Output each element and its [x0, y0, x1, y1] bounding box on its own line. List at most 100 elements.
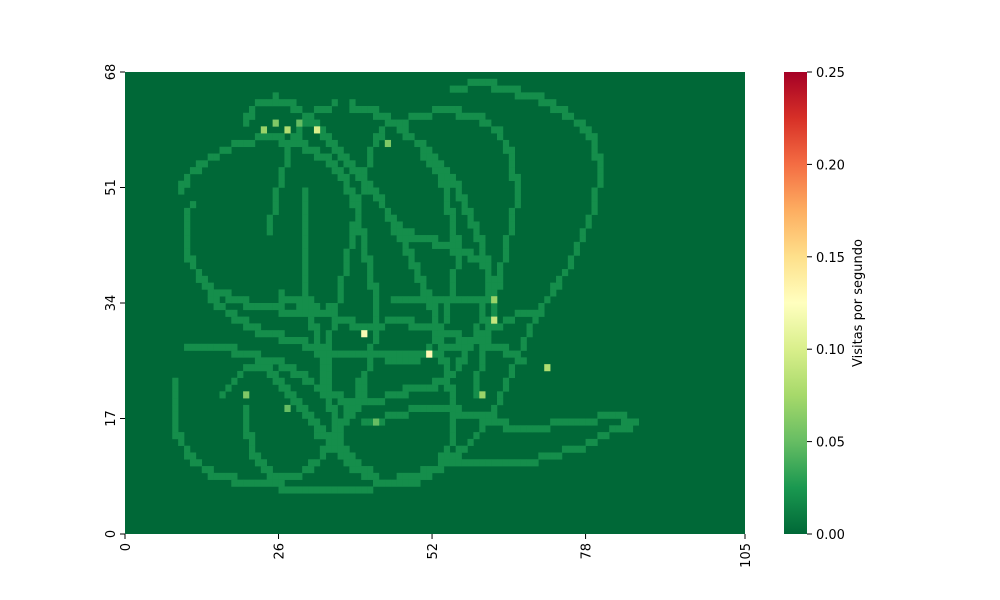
- heatmap-cell: [302, 411, 309, 419]
- heatmap-cell: [378, 112, 386, 120]
- heatmap-cell: [520, 92, 527, 100]
- heatmap-cell: [449, 370, 456, 379]
- heatmap-cell: [243, 404, 250, 413]
- heatmap-cell: [508, 316, 516, 324]
- heatmap-cell: [437, 296, 445, 304]
- heatmap-cell: [325, 160, 332, 168]
- heatmap-cell: [213, 289, 220, 297]
- heatmap-cell: [266, 472, 273, 480]
- heatmap-cell: [195, 160, 203, 168]
- heatmap-cell: [396, 126, 403, 134]
- heatmap-cell: [443, 343, 451, 351]
- heatmap-cell: [308, 309, 315, 317]
- heatmap-cell: [550, 282, 557, 290]
- heatmap-cell: [461, 459, 468, 467]
- heatmap-cell: [479, 425, 486, 433]
- heatmap-cell: [420, 404, 427, 413]
- heatmap-cell: [296, 309, 303, 317]
- heatmap-cell: [508, 370, 516, 379]
- heatmap-cell: [313, 153, 321, 161]
- heatmap-cell: [538, 303, 545, 311]
- y-tick-label: 51: [104, 179, 119, 196]
- heatmap-cell: [343, 452, 350, 460]
- heatmap-cell: [432, 303, 439, 311]
- heatmap-cell: [461, 112, 468, 120]
- heatmap-cell: [367, 343, 374, 351]
- heatmap-cell: [467, 112, 474, 120]
- heatmap-cell: [313, 309, 321, 317]
- heatmap-cell: [278, 377, 285, 385]
- heatmap-cell: [349, 398, 356, 406]
- heatmap-cell: [313, 350, 321, 358]
- heatmap-cell: [426, 323, 433, 331]
- heatmap-cell: [373, 330, 380, 338]
- heatmap-cell: [597, 432, 604, 440]
- heatmap-cell: [367, 262, 374, 270]
- heatmap-cell: [349, 486, 356, 494]
- heatmap-cell: [402, 133, 409, 141]
- heatmap-cell: [302, 275, 309, 283]
- heatmap-cell: [402, 241, 409, 249]
- heatmap-cell: [184, 235, 191, 243]
- heatmap-cell: [219, 146, 226, 154]
- heatmap-cell: [508, 364, 516, 372]
- heatmap-cell: [526, 330, 533, 338]
- heatmap-cell: [573, 418, 580, 426]
- heatmap-cell: [349, 167, 356, 175]
- heatmap-cell: [461, 296, 468, 304]
- heatmap-cell: [420, 466, 427, 474]
- heatmap-cell: [178, 438, 185, 446]
- heatmap-cell: [479, 350, 486, 358]
- heatmap-cell: [408, 112, 415, 120]
- heatmap-hotspot: [284, 126, 291, 134]
- heatmap-cell: [249, 350, 256, 358]
- heatmap-cell: [355, 323, 362, 331]
- heatmap-cell: [219, 472, 226, 480]
- heatmap-cell: [266, 479, 273, 487]
- heatmap-cell: [615, 425, 622, 433]
- heatmap-hotspot: [260, 126, 268, 134]
- heatmap-cell: [184, 343, 191, 351]
- heatmap-cell: [355, 459, 362, 467]
- heatmap-cell: [591, 153, 598, 161]
- heatmap-cell: [520, 425, 527, 433]
- heatmap-cell: [349, 235, 356, 243]
- heatmap-cell: [485, 119, 492, 127]
- heatmap-cell: [449, 404, 456, 413]
- heatmap-cell: [420, 384, 427, 392]
- heatmap-cell: [449, 398, 456, 406]
- heatmap-cell: [343, 255, 350, 263]
- heatmap-cell: [278, 384, 285, 392]
- heatmap-hotspot: [243, 391, 250, 399]
- heatmap-cell: [302, 336, 309, 345]
- heatmap-cell: [396, 296, 403, 304]
- heatmap-cell: [302, 119, 309, 127]
- heatmap-cell: [284, 153, 291, 161]
- heatmap-cell: [278, 336, 285, 345]
- heatmap-cell: [443, 180, 451, 188]
- heatmap-cell: [249, 438, 256, 446]
- heatmap-cell: [319, 343, 327, 351]
- heatmap-cell: [266, 214, 273, 222]
- heatmap-cell: [278, 173, 285, 182]
- heatmap-cell: [308, 119, 315, 127]
- heatmap-cell: [349, 201, 356, 209]
- heatmap-cell: [349, 221, 356, 229]
- heatmap-cell: [502, 85, 510, 93]
- heatmap-cell: [402, 248, 409, 256]
- heatmap-cell: [526, 309, 533, 317]
- heatmap-cell: [508, 459, 516, 467]
- heatmap-cell: [443, 296, 451, 304]
- heatmap-cell: [367, 364, 374, 372]
- heatmap-cell: [201, 466, 208, 474]
- heatmap-cell: [449, 105, 456, 114]
- heatmap-cell: [373, 336, 380, 345]
- heatmap-cell: [249, 452, 256, 460]
- heatmap-cell: [449, 438, 456, 446]
- heatmap-cell: [585, 438, 592, 446]
- heatmap-cell: [502, 248, 510, 256]
- heatmap-cell: [172, 391, 179, 399]
- heatmap-cell: [402, 357, 409, 365]
- heatmap-cell: [355, 173, 362, 182]
- heatmap-cell: [461, 248, 468, 256]
